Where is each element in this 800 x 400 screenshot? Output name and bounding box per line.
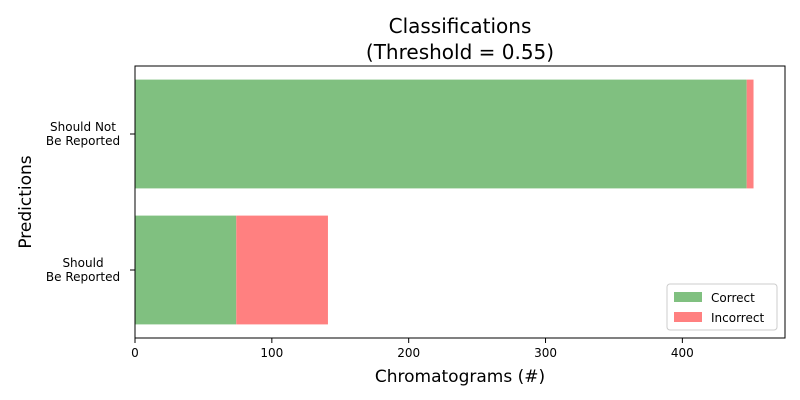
x-tick-label: 0 (131, 346, 139, 360)
y-axis-ticks: Should Be Reported Should Not Be Reported (46, 120, 135, 284)
y-tick-label: Should Not Be Reported (46, 120, 120, 148)
x-tick-label: 100 (260, 346, 283, 360)
x-axis-ticks: 0 100 200 300 400 (131, 338, 694, 360)
bar-incorrect-0 (236, 215, 328, 325)
legend: Correct Incorrect (666, 283, 778, 331)
bar-correct-0 (135, 215, 237, 325)
x-tick-label: 200 (397, 346, 420, 360)
chart-titles: Classifications (Threshold = 0.55) Chromat… (16, 14, 554, 387)
legend-swatch-incorrect (674, 312, 702, 322)
legend-label-correct: Correct (711, 291, 755, 305)
x-tick-label: 300 (534, 346, 557, 360)
x-tick-label: 400 (671, 346, 694, 360)
y-axis-title: Predictions (16, 155, 36, 248)
x-axis-title: Chromatograms (#) (375, 367, 545, 387)
chart-title: Classifications (Threshold = 0.55) (366, 14, 554, 64)
plot-area-frame (134, 65, 786, 339)
legend-swatch-correct (674, 292, 702, 302)
bars (135, 79, 754, 325)
legend-label-incorrect: Incorrect (711, 311, 764, 325)
y-tick-label: Should Be Reported (46, 256, 120, 284)
bar-incorrect-1 (746, 79, 754, 189)
bar-correct-1 (135, 79, 747, 189)
